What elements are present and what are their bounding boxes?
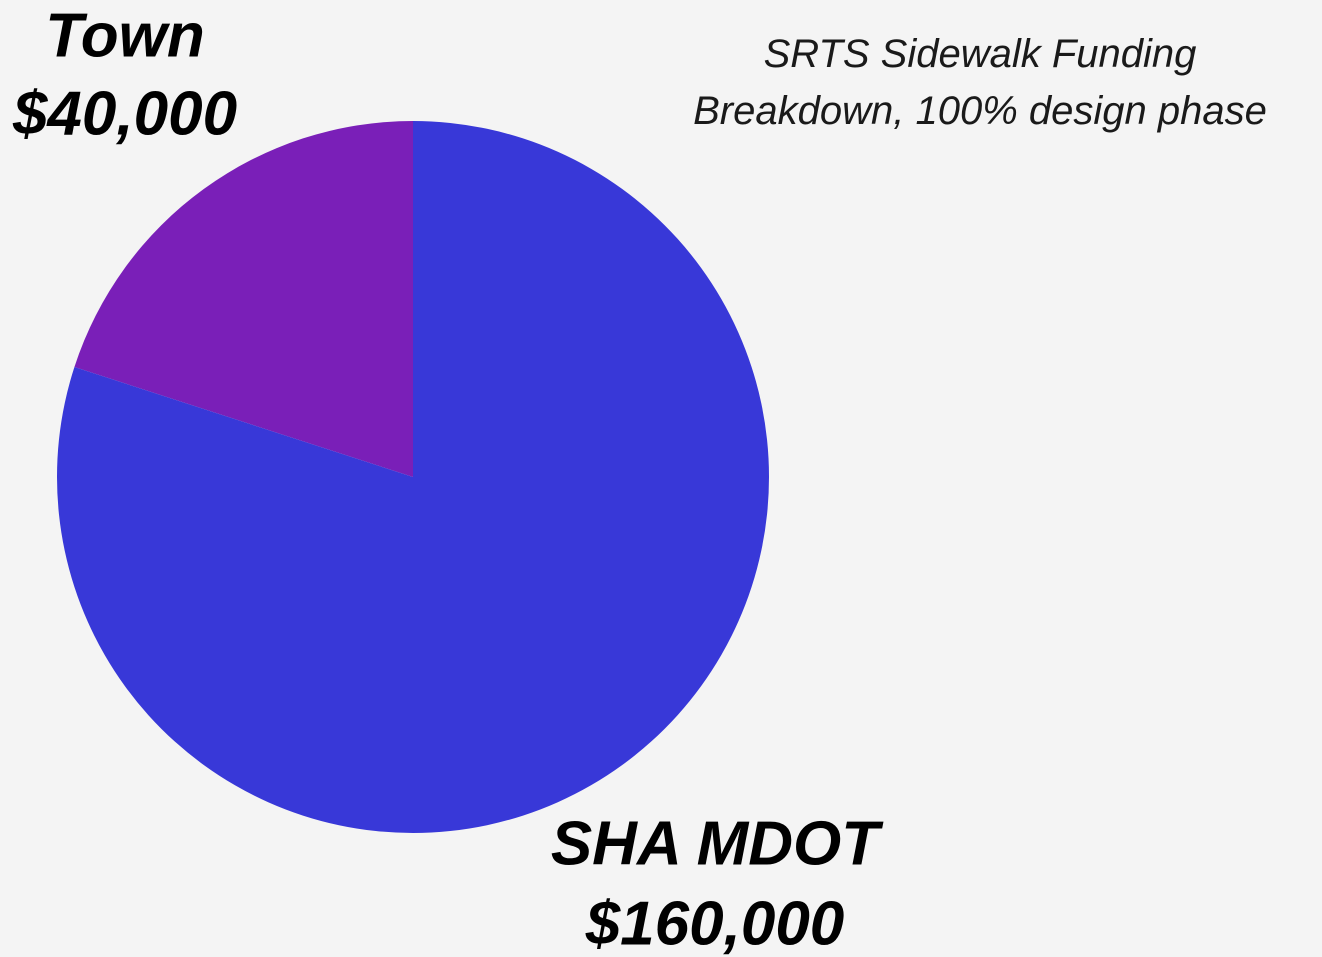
pie-slice bbox=[74, 121, 413, 477]
chart-title: SRTS Sidewalk Funding Breakdown, 100% de… bbox=[693, 32, 1267, 133]
pie-slice bbox=[57, 121, 770, 833]
slice-value-label: $160,000 bbox=[585, 889, 845, 957]
slice-label: Town bbox=[45, 1, 205, 70]
slice-label: SHA MDOT bbox=[551, 809, 884, 878]
slice-value-label: $40,000 bbox=[12, 79, 237, 148]
